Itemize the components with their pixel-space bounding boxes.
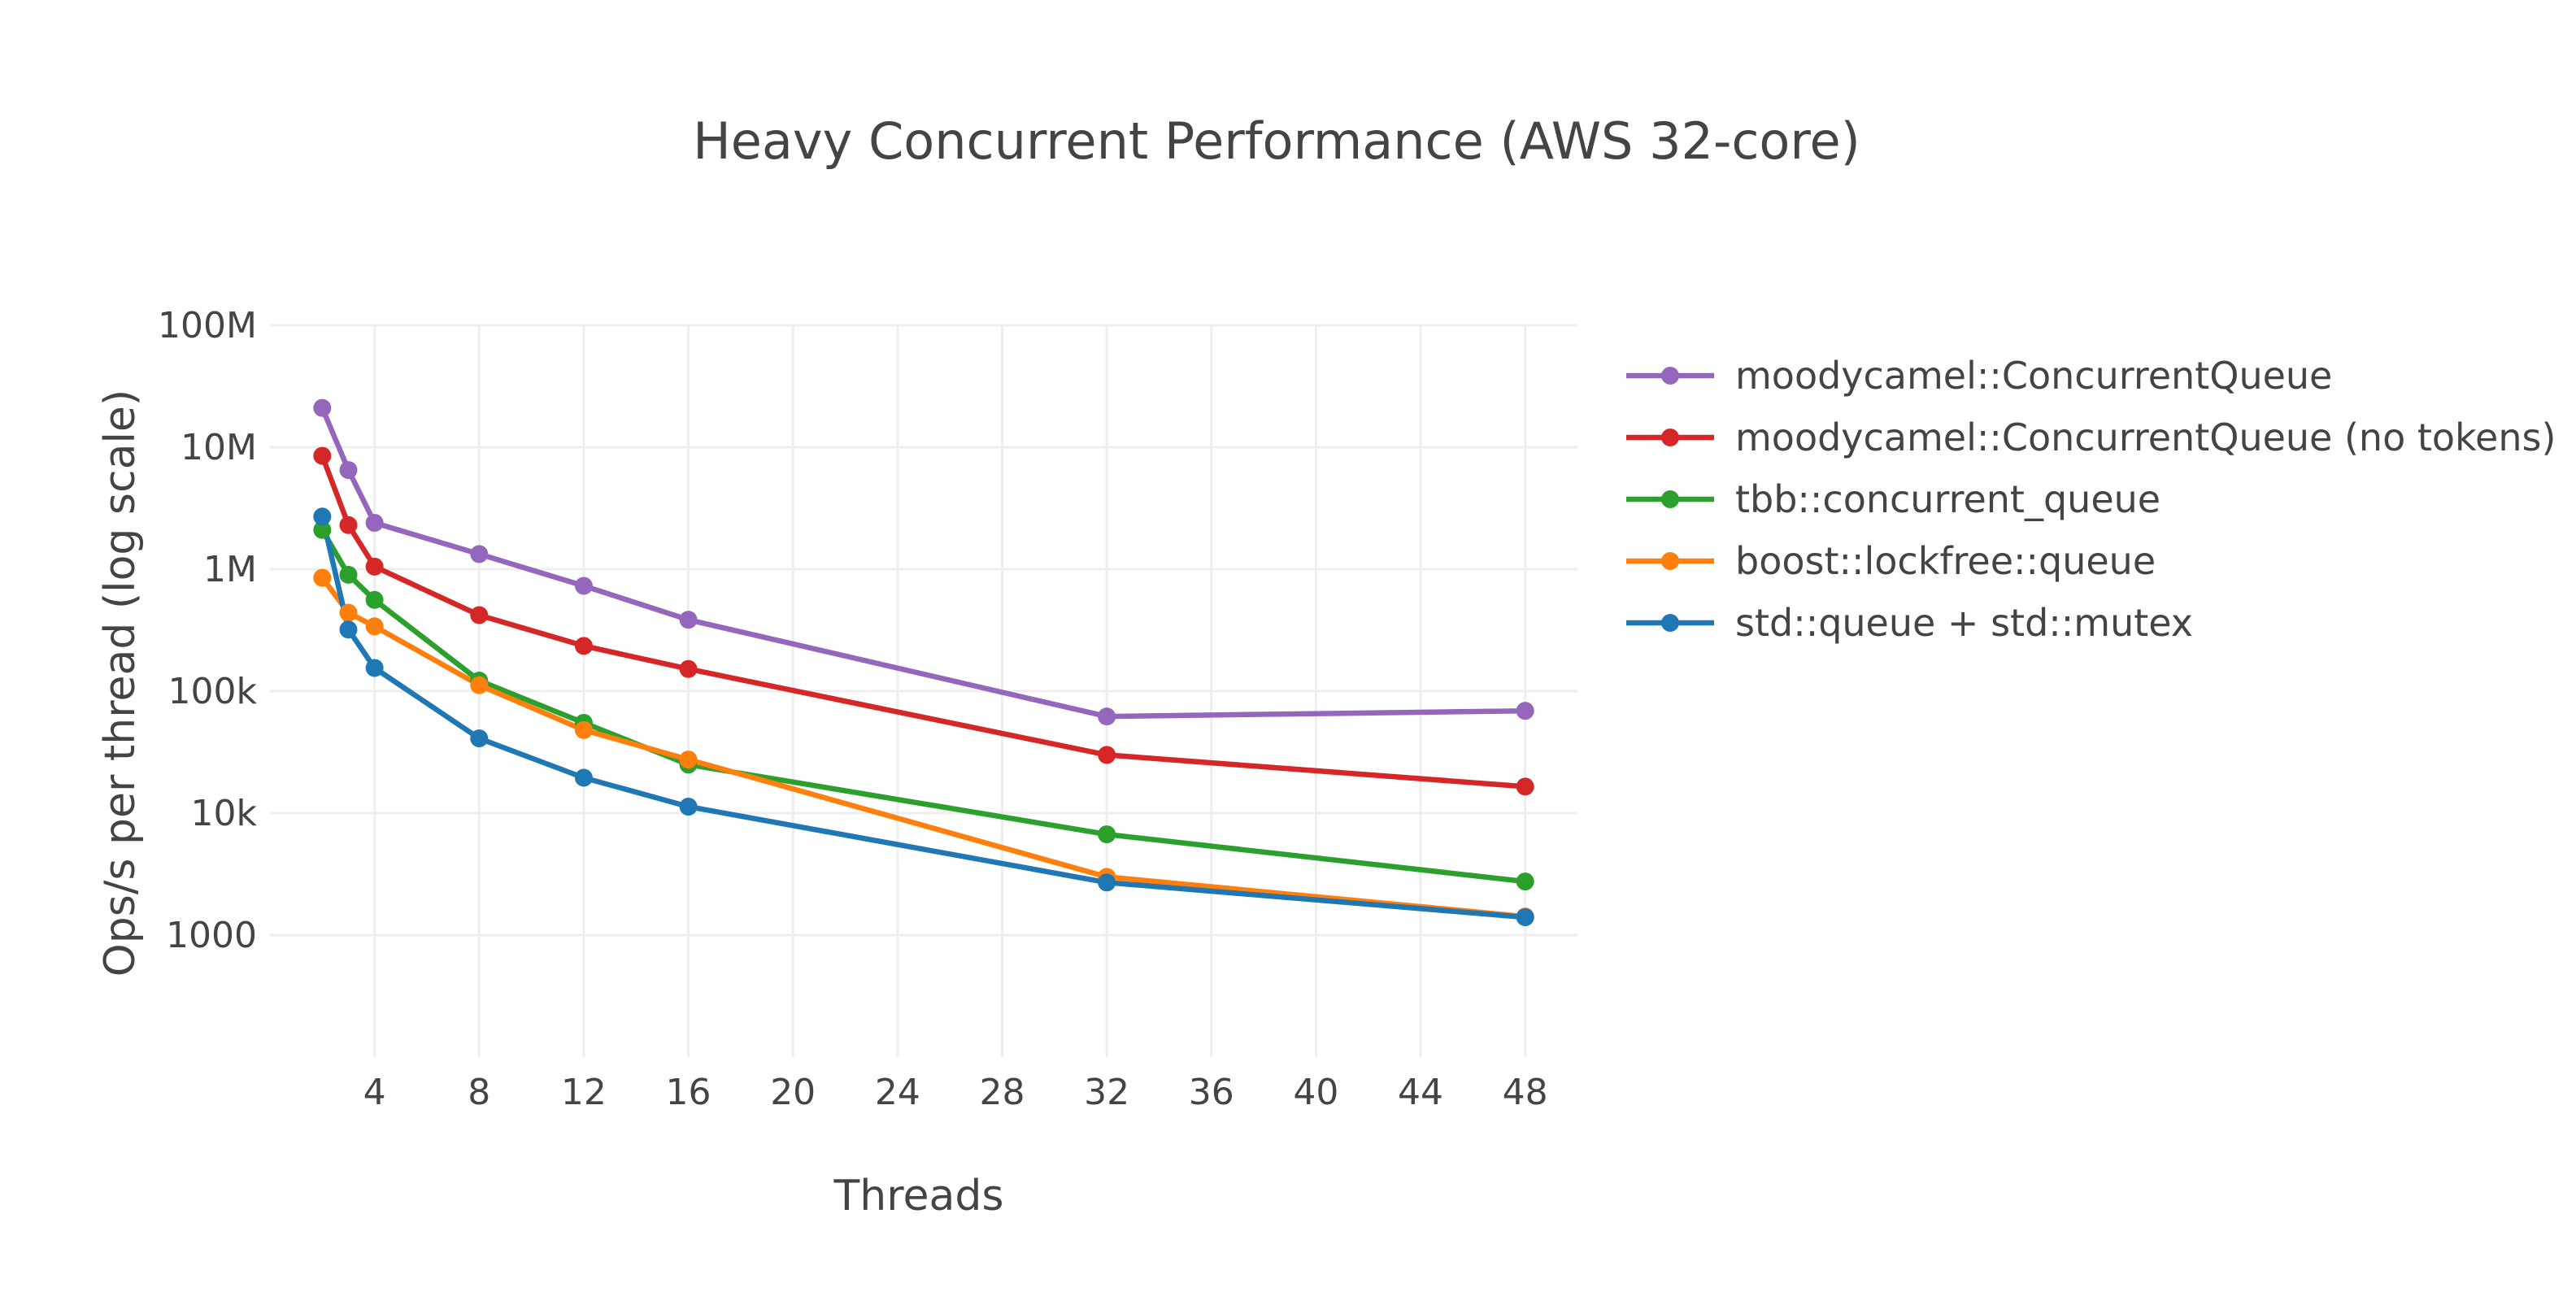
data-point [679, 611, 698, 629]
data-point [574, 768, 593, 787]
y-axis-ticks: 1000 10k 100k 1M 10M 100M [158, 305, 257, 956]
series-points [313, 398, 1534, 927]
x-tick-label: 44 [1398, 1072, 1443, 1113]
legend-label: moodycamel::ConcurrentQueue [1735, 354, 2332, 398]
data-point [470, 545, 489, 563]
y-tick-label: 100k [168, 671, 258, 712]
data-point [339, 565, 358, 584]
data-point [313, 398, 332, 417]
series-line [320, 527, 1528, 885]
legend-label: std::queue + std::mutex [1735, 601, 2193, 645]
legend-label: moodycamel::ConcurrentQueue (no tokens) [1735, 416, 2556, 459]
data-point [313, 568, 332, 587]
x-tick-label: 40 [1293, 1072, 1338, 1113]
x-tick-label: 8 [468, 1072, 490, 1113]
legend-swatch-marker [1661, 367, 1679, 385]
data-point [365, 513, 384, 532]
legend-label: boost::lockfree::queue [1735, 539, 2156, 583]
data-point [1098, 825, 1116, 844]
x-tick-label: 48 [1503, 1072, 1548, 1113]
data-point [339, 461, 358, 480]
data-point [470, 606, 489, 624]
x-tick-label: 4 [363, 1072, 386, 1113]
legend-swatch-marker [1661, 552, 1679, 570]
y-tick-label: 1M [203, 549, 257, 590]
data-point [679, 798, 698, 816]
x-tick-label: 32 [1084, 1072, 1129, 1113]
data-point [1516, 872, 1534, 891]
data-point [679, 751, 698, 769]
data-point [365, 617, 384, 636]
legend-label: tbb::concurrent_queue [1735, 477, 2160, 521]
series-lines [320, 405, 1528, 920]
y-tick-label: 10M [181, 427, 257, 468]
data-point [574, 720, 593, 739]
data-point [679, 659, 698, 678]
legend: moodycamel::ConcurrentQueuemoodycamel::C… [1626, 354, 2556, 645]
legend-swatch-marker [1661, 490, 1679, 508]
y-tick-label: 10k [191, 793, 258, 834]
data-point [470, 729, 489, 748]
data-point [365, 557, 384, 576]
data-point [1516, 702, 1534, 720]
legend-item: tbb::concurrent_queue [1626, 477, 2160, 521]
data-point [365, 590, 384, 609]
data-point [1098, 746, 1116, 764]
y-axis-title: Ops/s per thread (log scale) [96, 389, 145, 977]
data-point [1098, 873, 1116, 892]
x-tick-label: 28 [979, 1072, 1025, 1113]
x-axis-ticks: 4 8 12 16 20 24 28 32 36 40 44 48 [363, 1072, 1548, 1113]
x-tick-label: 20 [770, 1072, 816, 1113]
y-tick-label: 1000 [166, 915, 257, 956]
data-point [339, 620, 358, 639]
x-tick-label: 16 [666, 1072, 711, 1113]
data-point [1098, 707, 1116, 726]
data-point [574, 577, 593, 595]
legend-item: moodycamel::ConcurrentQueue (no tokens) [1626, 416, 2556, 459]
x-axis-title: Threads [833, 1172, 1004, 1220]
legend-item: boost::lockfree::queue [1626, 539, 2156, 583]
data-point [313, 520, 332, 539]
x-tick-label: 24 [875, 1072, 920, 1113]
data-point [574, 637, 593, 655]
data-point [339, 516, 358, 534]
data-point [1516, 777, 1534, 796]
data-point [313, 446, 332, 465]
data-point [313, 507, 332, 526]
series-line [320, 405, 1528, 720]
data-point [339, 603, 358, 622]
legend-swatch-marker [1661, 429, 1679, 446]
data-point [470, 676, 489, 694]
legend-item: std::queue + std::mutex [1626, 601, 2193, 645]
chart-title: Heavy Concurrent Performance (AWS 32-cor… [693, 111, 1860, 171]
y-tick-label: 100M [158, 305, 257, 346]
x-tick-label: 12 [561, 1072, 607, 1113]
data-point [365, 659, 384, 677]
legend-item: moodycamel::ConcurrentQueue [1626, 354, 2332, 398]
x-tick-label: 36 [1189, 1072, 1234, 1113]
grid [270, 324, 1577, 1057]
series-line [320, 453, 1528, 790]
legend-swatch-marker [1661, 614, 1679, 632]
data-point [1516, 908, 1534, 927]
